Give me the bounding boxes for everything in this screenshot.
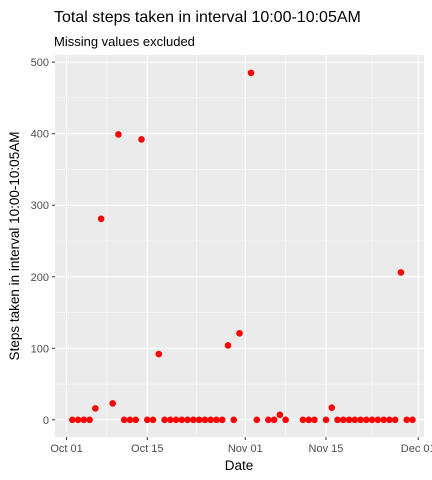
data-point [80,416,88,424]
chart-title: Total steps taken in interval 10:00-10:0… [54,9,361,26]
data-point [334,416,341,424]
data-point [218,416,226,424]
data-point [126,416,134,424]
data-point [339,416,347,424]
data-point [109,400,116,407]
data-point [305,416,312,424]
y-axis: 0 100 200 300 400 500 [31,57,55,427]
data-point [190,416,197,424]
data-point [138,136,145,143]
plot-panel [55,55,424,437]
data-point [86,416,93,424]
data-point [247,69,255,77]
data-point [351,416,359,424]
data-point [409,416,416,424]
data-point [195,416,203,424]
data-point [345,416,353,424]
data-point [380,416,387,424]
data-point [155,350,163,358]
data-point [178,416,186,424]
y-tick-label: 100 [31,343,49,355]
x-tick-label: Dec 01 [401,443,432,455]
y-axis-title: Steps taken in interval 10:00-10:05AM [7,132,22,361]
data-point [132,416,140,424]
data-point [213,416,220,424]
data-point [403,416,411,424]
data-point [270,416,278,424]
x-axis-title: Date [225,458,254,473]
x-tick-label: Oct 01 [50,443,82,455]
data-point [374,416,382,424]
data-point [92,405,99,412]
data-point [299,416,307,424]
data-point [282,416,289,424]
data-point [386,416,393,424]
data-point [357,416,364,424]
data-point [230,416,238,424]
x-tick-label: Nov 15 [309,443,344,455]
x-tick-label: Nov 01 [228,443,263,455]
x-axis: Oct 01 Oct 15 Nov 01 Nov 15 Dec 01 [50,437,432,455]
data-point [74,416,82,424]
y-tick-label: 200 [31,272,49,284]
data-point [253,416,261,424]
data-point [68,416,76,424]
data-point [172,416,180,424]
data-point [97,215,105,223]
data-point [265,416,272,424]
y-tick-label: 0 [43,415,49,427]
data-point [115,131,122,138]
data-point [161,416,168,424]
x-tick-label: Oct 15 [131,443,163,455]
data-point [368,416,376,424]
y-tick-label: 400 [31,129,49,141]
y-tick-label: 300 [31,200,49,212]
data-point [391,416,399,424]
data-point [322,416,330,424]
data-point [167,416,174,424]
data-points [68,69,416,424]
data-point [201,416,209,424]
data-point [224,342,232,349]
data-point [149,416,157,424]
data-point [397,269,405,276]
data-point [236,329,243,337]
data-point [143,416,151,424]
y-tick-label: 500 [31,57,49,69]
data-point [363,416,370,424]
data-point [184,416,191,424]
data-point [276,411,284,419]
data-point [120,416,128,424]
data-point [207,416,214,424]
data-point [328,404,336,411]
data-point [311,416,318,424]
chart-subtitle: Missing values excluded [54,34,195,49]
